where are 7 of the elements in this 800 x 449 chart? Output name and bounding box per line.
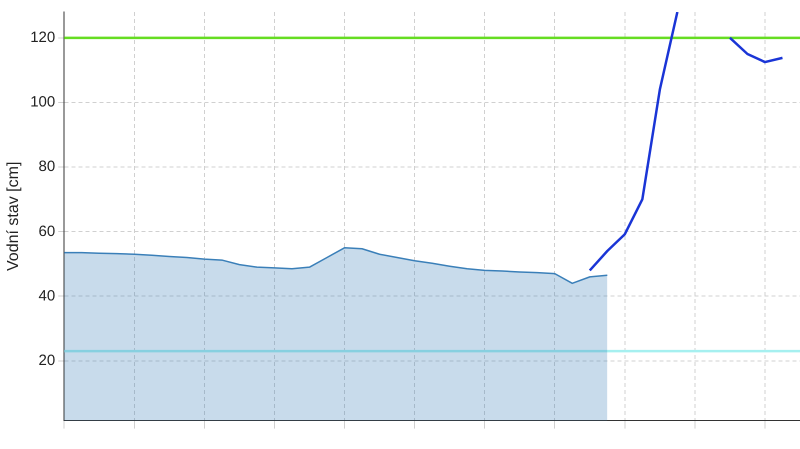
y-tick-label: 120 [30,28,56,46]
y-tick-label: 20 [38,352,56,369]
y-tick-label: 60 [38,222,56,240]
y-tick-label: 100 [30,94,56,111]
y-axis-title: Vodní stav [cm] [5,162,22,271]
y-tick-label: 40 [38,287,56,304]
y-tick-label: 80 [38,158,56,176]
